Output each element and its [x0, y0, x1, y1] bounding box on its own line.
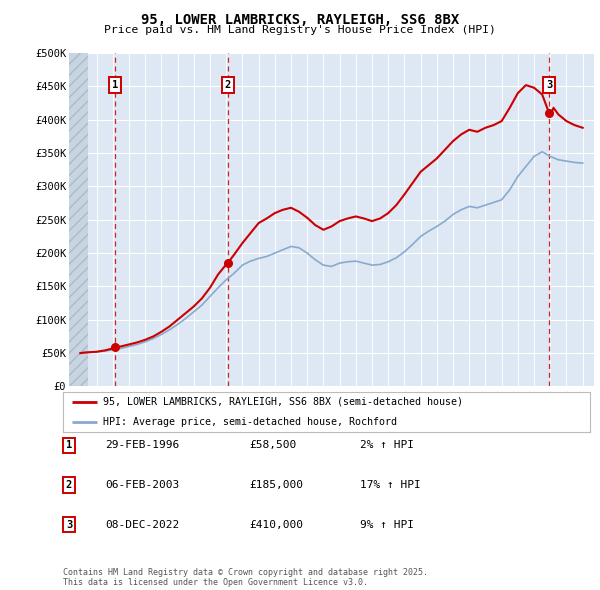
- Text: 3: 3: [66, 520, 72, 529]
- Text: 06-FEB-2003: 06-FEB-2003: [105, 480, 179, 490]
- Bar: [69, 53, 88, 386]
- Text: 2% ↑ HPI: 2% ↑ HPI: [360, 441, 414, 450]
- Text: £185,000: £185,000: [249, 480, 303, 490]
- Text: 95, LOWER LAMBRICKS, RAYLEIGH, SS6 8BX: 95, LOWER LAMBRICKS, RAYLEIGH, SS6 8BX: [141, 13, 459, 27]
- Text: Contains HM Land Registry data © Crown copyright and database right 2025.
This d: Contains HM Land Registry data © Crown c…: [63, 568, 428, 587]
- Text: £410,000: £410,000: [249, 520, 303, 529]
- Text: 2: 2: [224, 80, 231, 90]
- Text: 95, LOWER LAMBRICKS, RAYLEIGH, SS6 8BX (semi-detached house): 95, LOWER LAMBRICKS, RAYLEIGH, SS6 8BX (…: [103, 397, 463, 407]
- Text: 17% ↑ HPI: 17% ↑ HPI: [360, 480, 421, 490]
- Text: 2: 2: [66, 480, 72, 490]
- Text: £58,500: £58,500: [249, 441, 296, 450]
- Text: 3: 3: [546, 80, 552, 90]
- Text: HPI: Average price, semi-detached house, Rochford: HPI: Average price, semi-detached house,…: [103, 417, 397, 427]
- Text: 1: 1: [66, 441, 72, 450]
- Text: 29-FEB-1996: 29-FEB-1996: [105, 441, 179, 450]
- Text: 1: 1: [112, 80, 118, 90]
- Text: 9% ↑ HPI: 9% ↑ HPI: [360, 520, 414, 529]
- Text: Price paid vs. HM Land Registry's House Price Index (HPI): Price paid vs. HM Land Registry's House …: [104, 25, 496, 35]
- Text: 08-DEC-2022: 08-DEC-2022: [105, 520, 179, 529]
